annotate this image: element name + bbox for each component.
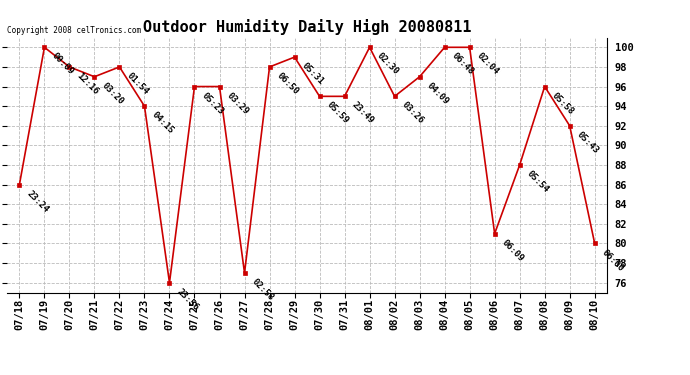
Text: 23:49: 23:49 (350, 100, 375, 126)
Text: 05:31: 05:31 (300, 61, 326, 87)
Text: 02:58: 02:58 (250, 277, 275, 302)
Text: 02:04: 02:04 (475, 51, 500, 77)
Text: 05:59: 05:59 (325, 100, 351, 126)
Text: 23:56: 23:56 (175, 287, 200, 312)
Text: 03:26: 03:26 (400, 100, 426, 126)
Text: Copyright 2008 celTronics.com: Copyright 2008 celTronics.com (7, 26, 141, 35)
Title: Outdoor Humidity Daily High 20080811: Outdoor Humidity Daily High 20080811 (143, 19, 471, 35)
Text: 01:54: 01:54 (125, 71, 150, 96)
Text: 03:20: 03:20 (100, 81, 126, 106)
Text: 12:16: 12:16 (75, 71, 100, 96)
Text: 05:58: 05:58 (550, 91, 575, 116)
Text: 03:29: 03:29 (225, 91, 250, 116)
Text: 06:48: 06:48 (450, 51, 475, 77)
Text: 23:24: 23:24 (25, 189, 50, 214)
Text: 06:00: 06:00 (600, 248, 626, 273)
Text: 00:09: 00:09 (50, 51, 75, 77)
Text: 05:23: 05:23 (200, 91, 226, 116)
Text: 02:30: 02:30 (375, 51, 400, 77)
Text: 05:54: 05:54 (525, 169, 551, 195)
Text: 06:09: 06:09 (500, 238, 526, 263)
Text: 04:15: 04:15 (150, 110, 175, 136)
Text: 05:43: 05:43 (575, 130, 600, 155)
Text: 04:09: 04:09 (425, 81, 451, 106)
Text: 06:50: 06:50 (275, 71, 300, 96)
